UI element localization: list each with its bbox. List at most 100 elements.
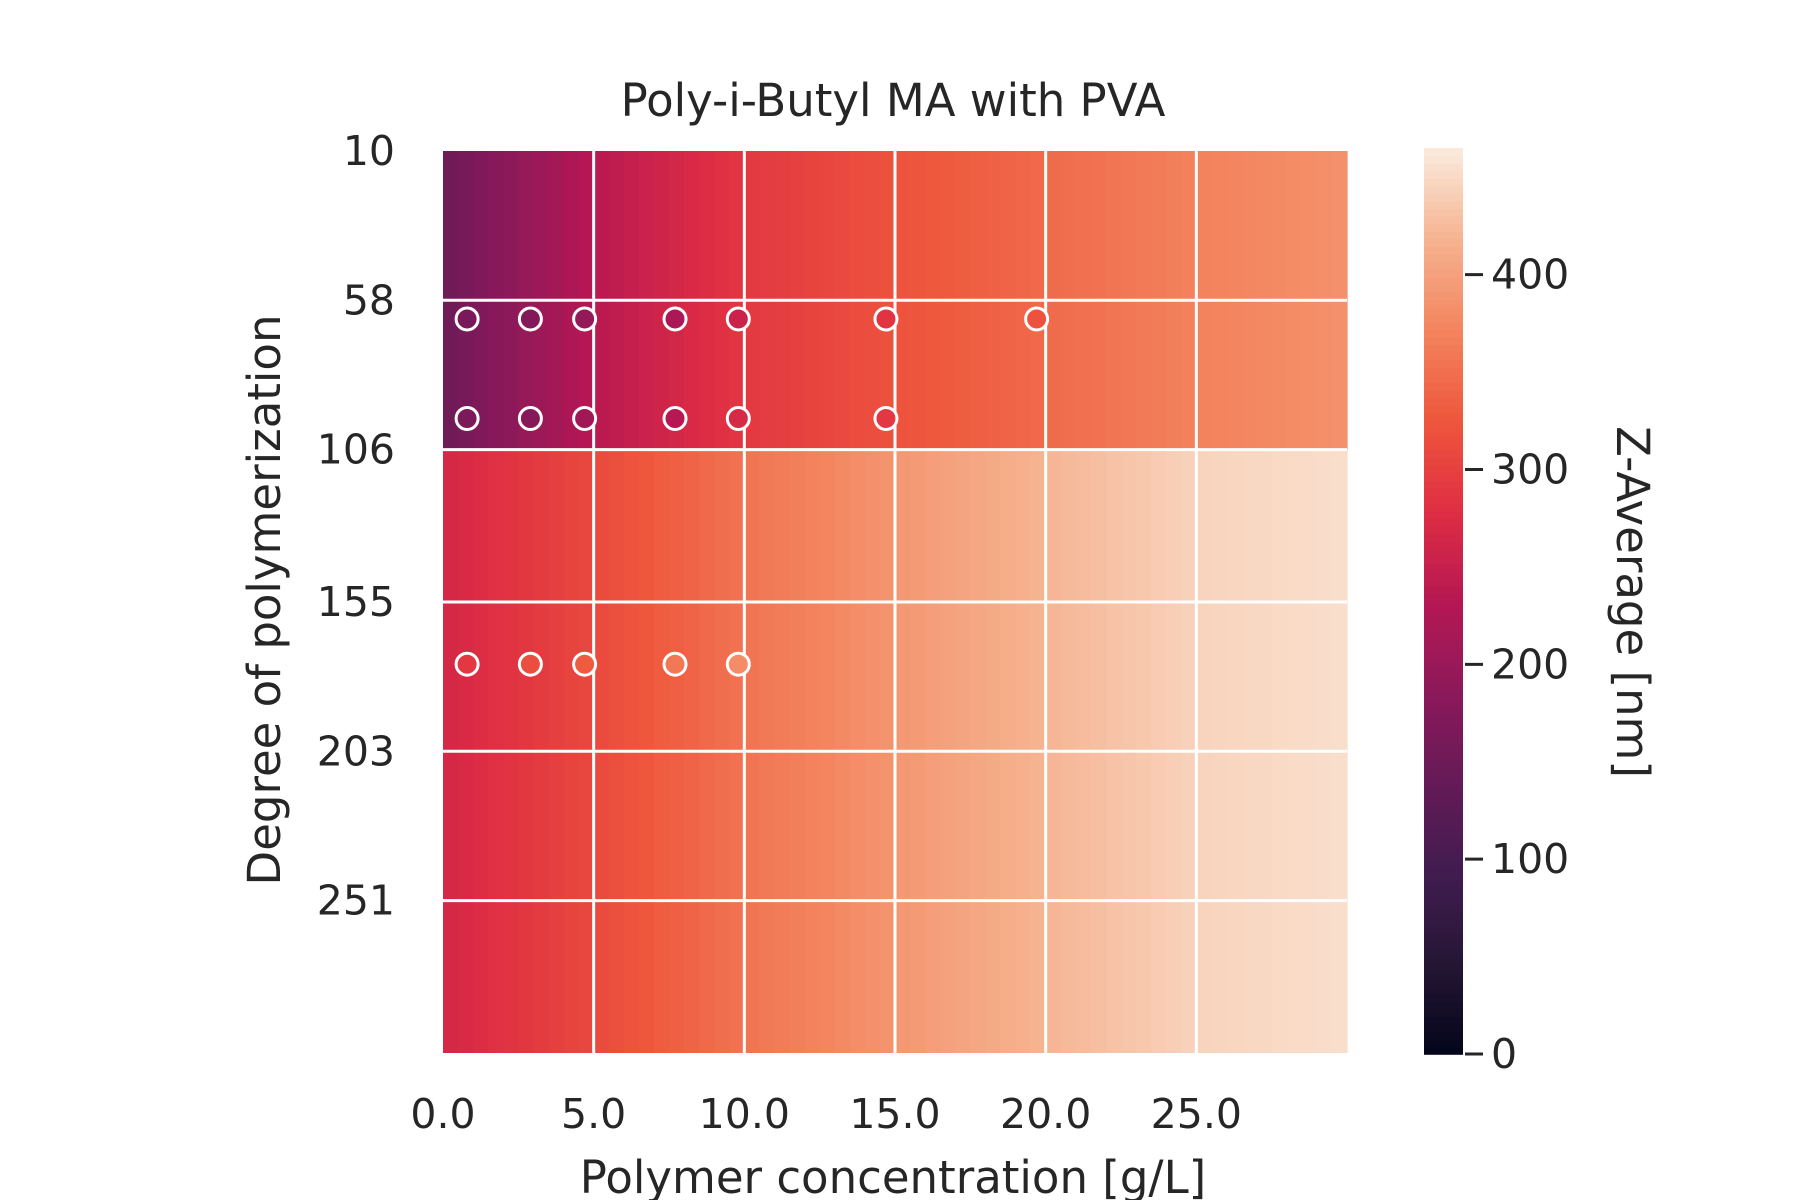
colorbar-segment: [1424, 329, 1463, 338]
colorbar-segment: [1424, 563, 1463, 572]
colorbar-segment: [1424, 374, 1463, 383]
colorbar-segment: [1424, 434, 1463, 444]
sample-marker: [517, 651, 543, 677]
colorbar-segment: [1424, 1016, 1463, 1025]
y-tick-label: 203: [317, 727, 395, 775]
colorbar-segment: [1424, 193, 1463, 202]
colorbar-segment: [1424, 842, 1463, 851]
colorbar-segment: [1424, 427, 1463, 436]
colorbar-segment: [1424, 404, 1463, 414]
colorbar-segment: [1424, 955, 1463, 965]
colorbar-segment: [1424, 887, 1463, 897]
sample-marker: [517, 405, 543, 431]
sample-marker: [725, 306, 751, 332]
colorbar-segment: [1424, 291, 1463, 300]
y-axis-title: Degree of polymerization: [238, 315, 291, 886]
colorbar-segment: [1424, 797, 1463, 806]
colorbar-segment: [1424, 631, 1463, 640]
colorbar-segment: [1424, 736, 1463, 746]
colorbar-segment: [1424, 276, 1463, 285]
colorbar-tick-label: 0: [1491, 1030, 1517, 1078]
colorbar-segment: [1424, 993, 1463, 1002]
colorbar-segment: [1424, 419, 1463, 429]
colorbar-segment: [1424, 185, 1463, 195]
colorbar-segment: [1424, 684, 1463, 693]
colorbar-segment: [1424, 540, 1463, 549]
colorbar-segment: [1424, 812, 1463, 821]
colorbar-segment: [1424, 223, 1463, 232]
colorbar-segment: [1424, 495, 1463, 504]
x-axis-title: Polymer concentration [g/L]: [580, 1151, 1206, 1200]
colorbar-segment: [1424, 163, 1463, 172]
colorbar-segment: [1424, 351, 1463, 361]
colorbar-segment: [1424, 442, 1463, 451]
colorbar-segment: [1424, 623, 1463, 632]
colorbar-segment: [1424, 782, 1463, 791]
colorbar-segment: [1424, 721, 1463, 731]
grid-lines: [443, 151, 1347, 1053]
chart-title: Poly-i-Butyl MA with PVA: [621, 74, 1166, 127]
colorbar-segment: [1424, 948, 1463, 957]
sample-marker: [725, 651, 751, 677]
colorbar-tick-label: 200: [1491, 640, 1569, 688]
colorbar-segment: [1424, 359, 1463, 368]
y-tick-label: 106: [317, 426, 395, 474]
colorbar-segment: [1424, 940, 1463, 950]
colorbar-segment: [1424, 1046, 1463, 1055]
y-axis-ticks: 10 58 106 155 203 251: [317, 127, 395, 925]
colorbar-segment: [1424, 910, 1463, 919]
colorbar-segment: [1424, 510, 1463, 519]
colorbar-segment: [1424, 238, 1463, 247]
colorbar-segment: [1424, 1023, 1463, 1033]
colorbar-segment: [1424, 872, 1463, 882]
y-tick-label: 155: [317, 578, 395, 626]
colorbar-segment: [1424, 850, 1463, 859]
colorbar-segment: [1424, 1038, 1463, 1048]
colorbar-segment: [1424, 336, 1463, 346]
colorbar-segment: [1424, 593, 1463, 602]
colorbar-segment: [1424, 616, 1463, 625]
colorbar-segment: [1424, 819, 1463, 829]
x-tick-label: 5.0: [561, 1090, 626, 1138]
colorbar-tick-label: 300: [1491, 445, 1569, 493]
colorbar-segment: [1424, 231, 1463, 240]
colorbar-segment: [1424, 1001, 1463, 1010]
colorbar-segment: [1424, 918, 1463, 927]
colorbar-segment: [1424, 261, 1463, 270]
colorbar-segment: [1424, 986, 1463, 995]
colorbar-segment: [1424, 744, 1463, 753]
x-tick-label: 15.0: [849, 1090, 940, 1138]
colorbar-segment: [1424, 306, 1463, 315]
colorbar-segment: [1424, 835, 1463, 844]
colorbar: [1424, 148, 1463, 1055]
colorbar-segment: [1424, 450, 1463, 459]
colorbar-segment: [1424, 155, 1463, 164]
sample-markers: [454, 306, 1050, 677]
colorbar-segment: [1424, 517, 1463, 527]
colorbar-segment: [1424, 903, 1463, 912]
colorbar-segment: [1424, 978, 1463, 987]
colorbar-segment: [1424, 970, 1463, 980]
colorbar-segment: [1424, 963, 1463, 972]
colorbar-segment: [1424, 827, 1463, 836]
colorbar-segment: [1424, 457, 1463, 466]
colorbar-segment: [1424, 533, 1463, 542]
colorbar-segment: [1424, 767, 1463, 776]
colorbar-segment: [1424, 299, 1463, 308]
colorbar-segment: [1424, 344, 1463, 353]
colorbar-segment: [1424, 208, 1463, 217]
colorbar-segment: [1424, 246, 1463, 255]
colorbar-segment: [1424, 857, 1463, 867]
sample-marker: [873, 405, 899, 431]
colorbar-segment: [1424, 706, 1463, 716]
colorbar-segment: [1424, 638, 1463, 648]
colorbar-segment: [1424, 200, 1463, 210]
colorbar-segment: [1424, 804, 1463, 814]
colorbar-segment: [1424, 601, 1463, 610]
sample-marker: [662, 405, 688, 431]
colorbar-segment: [1424, 268, 1463, 278]
colorbar-tick-label: 400: [1491, 251, 1569, 299]
colorbar-segment: [1424, 608, 1463, 617]
